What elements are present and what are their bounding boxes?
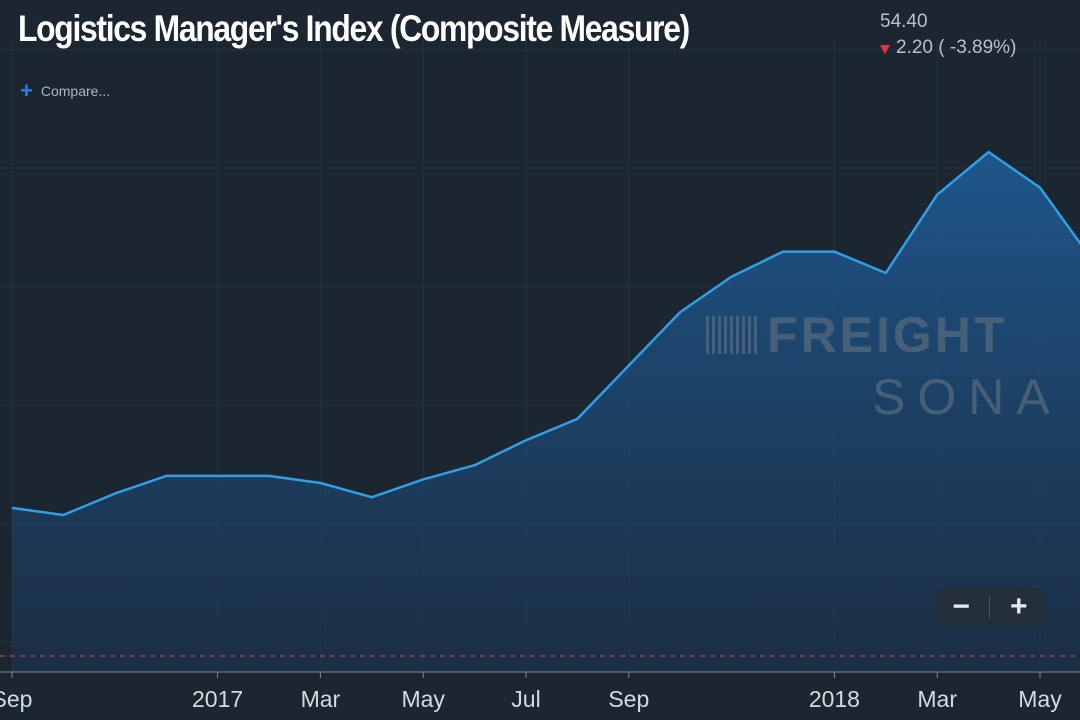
change-row: 2.20 ( -3.89%): [880, 35, 1016, 61]
down-arrow-icon: [880, 44, 890, 54]
x-tick-label-7: Mar: [917, 686, 957, 712]
zoom-out-button[interactable]: −: [952, 590, 970, 623]
plus-icon: +: [20, 78, 33, 103]
zoom-separator: [989, 596, 991, 618]
change-value: 2.20 ( -3.89%): [896, 37, 1017, 58]
x-tick-label-0: Sep: [0, 686, 32, 712]
x-tick-label-8: May: [1018, 686, 1062, 712]
x-tick-label-3: May: [401, 686, 445, 712]
series-line[interactable]: [11, 150, 1080, 517]
x-tick-label-2: Mar: [301, 686, 341, 712]
quote-box: 54.40 2.20 ( -3.89%): [880, 9, 1016, 61]
compare-button[interactable]: + Compare...: [20, 78, 111, 103]
x-tick-label-4: Jul: [511, 686, 540, 712]
x-tick-label-5: Sep: [608, 686, 649, 712]
chart-title: Logistics Manager's Index (Composite Mea…: [18, 8, 690, 49]
series-area: [12, 152, 1080, 672]
zoom-in-button[interactable]: +: [1010, 590, 1028, 623]
zoom-controls: − +: [936, 588, 1044, 626]
last-value: 54.40: [880, 11, 928, 32]
x-tick-label-6: 2018: [809, 686, 860, 712]
x-axis-ticks: Sep 2017 Mar May Jul Sep 2018 Mar May: [0, 672, 1062, 712]
x-tick-label-1: 2017: [192, 686, 243, 712]
compare-label: Compare...: [40, 83, 111, 99]
